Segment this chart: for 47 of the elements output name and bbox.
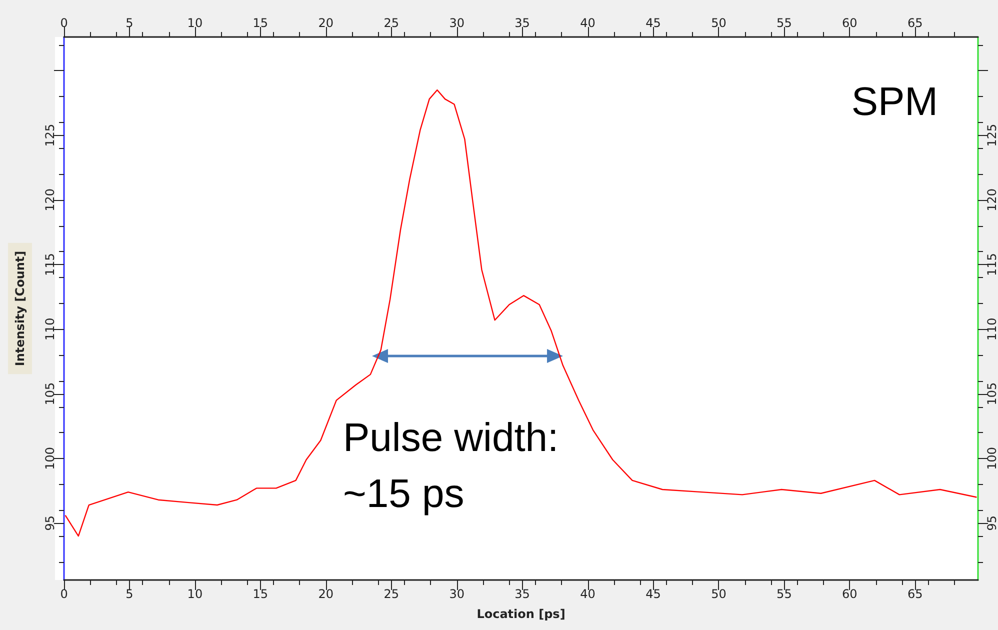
x2-tick-label: 40: [580, 16, 596, 30]
x2-tick-label: 50: [711, 16, 726, 30]
x-tick-label: 40: [580, 587, 596, 601]
x-tick-label: 45: [646, 587, 661, 601]
y-axis-title: Intensity [Count]: [13, 250, 27, 366]
y2-tick-label: 115: [985, 253, 998, 276]
x2-tick-label: 30: [449, 16, 464, 30]
y-tick-label: 95: [43, 515, 57, 531]
x-axis-title: Location [ps]: [476, 607, 566, 621]
x2-tick-label: 25: [384, 16, 400, 30]
y2-tick-label: 95: [985, 515, 998, 531]
y2-tick-label: 120: [985, 188, 998, 212]
annotation: SPM: [851, 80, 938, 124]
x-tick-label: 15: [252, 587, 268, 601]
x-tick-label: 50: [711, 587, 726, 601]
x2-tick-label: 15: [252, 16, 268, 30]
y-tick-label: 110: [43, 318, 57, 341]
x2-tick-label: 35: [514, 16, 530, 30]
x-tick-label: 20: [318, 587, 334, 601]
y-tick-label: 125: [43, 124, 57, 147]
y-tick-label: 115: [43, 253, 57, 276]
x-tick-label: 60: [842, 587, 858, 601]
x-tick-label: 55: [776, 587, 792, 601]
y2-tick-label: 125: [985, 124, 998, 147]
line-series: [64, 89, 978, 537]
y2-tick-label: 110: [985, 318, 998, 341]
x-tick-label: 0: [60, 587, 68, 601]
x2-tick-label: 55: [776, 16, 792, 30]
x2-tick-label: 0: [60, 16, 68, 30]
y2-tick-label: 100: [985, 447, 998, 470]
x-tick-label: 25: [384, 587, 400, 601]
x2-tick-label: 5: [126, 16, 134, 30]
x-tick-label: 5: [126, 587, 134, 601]
x2-tick-label: 60: [842, 16, 858, 30]
y-tick-label: 105: [43, 382, 57, 406]
x2-tick-label: 10: [187, 16, 203, 30]
x-tick-label: 35: [514, 587, 530, 601]
x-tick-label: 10: [187, 587, 203, 601]
annotation: Pulse width: ~15 ps: [343, 416, 559, 516]
x2-tick-label: 45: [646, 16, 661, 30]
y-tick-label: 120: [43, 188, 57, 212]
x2-tick-label: 65: [908, 16, 923, 30]
y-tick-label: 100: [43, 447, 57, 470]
x2-tick-label: 20: [318, 16, 334, 30]
x-tick-label: 30: [449, 587, 464, 601]
y2-tick-label: 105: [985, 382, 998, 406]
x-tick-label: 65: [908, 587, 923, 601]
